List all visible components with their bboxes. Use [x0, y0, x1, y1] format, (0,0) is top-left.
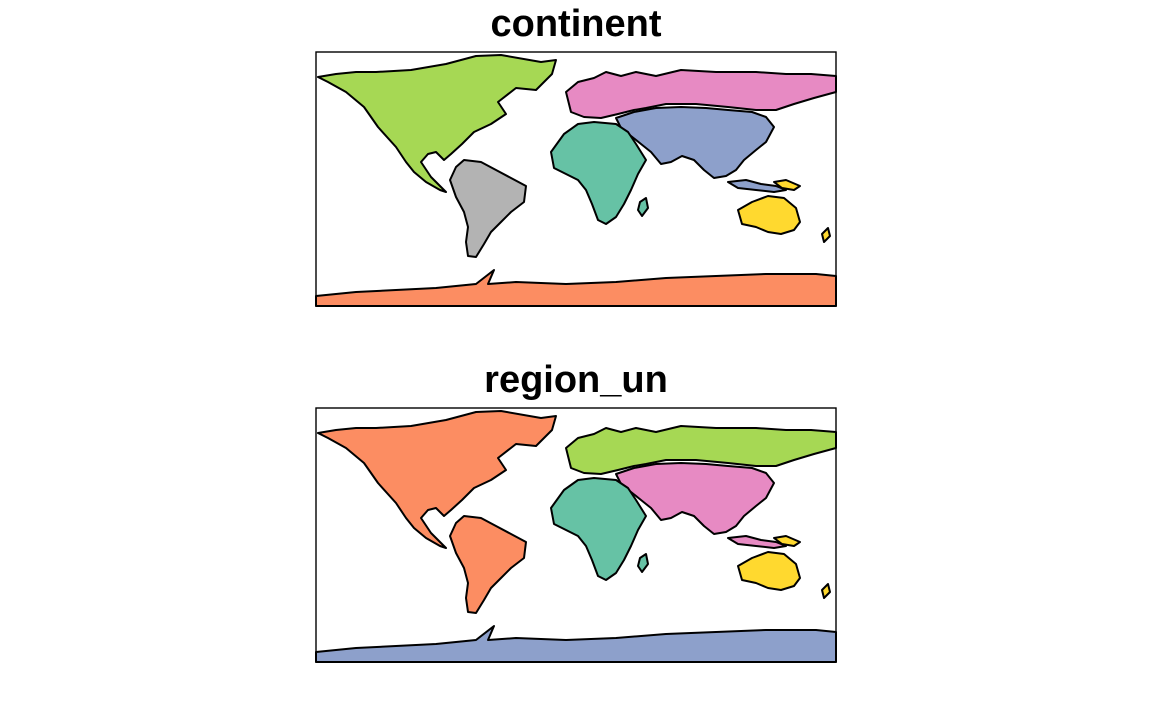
- region-madagascar: [637, 553, 649, 573]
- region-asia-islands: [727, 535, 787, 549]
- region-americas-south: [449, 515, 527, 614]
- map-frame: [315, 51, 837, 307]
- region-new-guinea: [773, 535, 801, 547]
- region-africa: [550, 477, 647, 581]
- region-new-guinea: [773, 179, 801, 191]
- region-new-zealand: [821, 227, 831, 243]
- world-map-region-un: [315, 407, 837, 663]
- region-antarctica: [315, 625, 837, 663]
- region-south-america: [449, 159, 527, 258]
- region-north-america: [317, 54, 557, 193]
- world-map-continent: [315, 51, 837, 307]
- region-antarctica: [315, 269, 837, 307]
- region-americas-north: [317, 410, 557, 549]
- map-frame: [315, 407, 837, 663]
- region-africa: [550, 121, 647, 225]
- region-asia: [615, 462, 775, 535]
- region-asia-islands: [727, 179, 787, 193]
- map-title-region-un: region_un: [484, 359, 668, 401]
- region-europe: [565, 69, 837, 119]
- region-oceania: [737, 195, 801, 235]
- map-title-continent: continent: [490, 3, 662, 45]
- region-madagascar: [637, 197, 649, 217]
- region-new-zealand: [821, 583, 831, 599]
- region-europe: [565, 425, 837, 475]
- region-asia: [615, 106, 775, 179]
- region-oceania: [737, 551, 801, 591]
